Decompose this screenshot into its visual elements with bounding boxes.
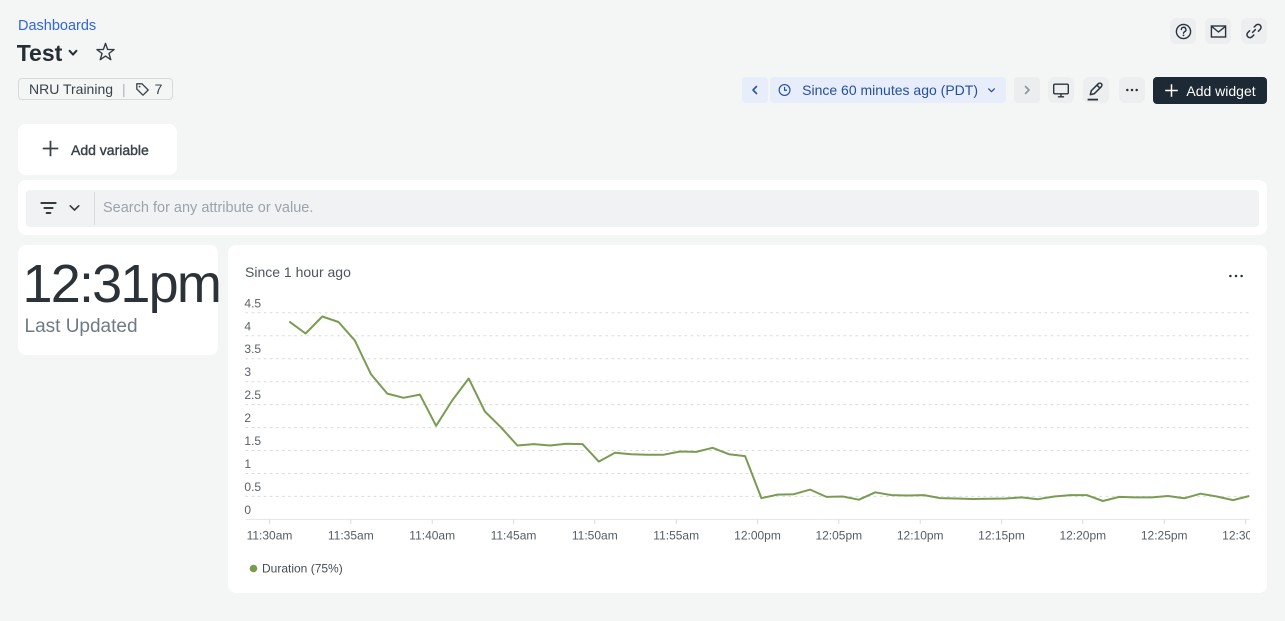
svg-text:Duration (75%): Duration (75%) <box>262 562 343 576</box>
svg-text:11:40am: 11:40am <box>409 529 455 543</box>
svg-text:2: 2 <box>244 411 251 425</box>
svg-text:12:05pm: 12:05pm <box>815 529 862 543</box>
svg-text:3: 3 <box>244 365 251 379</box>
svg-text:12:25pm: 12:25pm <box>1141 529 1188 543</box>
svg-text:0.5: 0.5 <box>244 480 261 494</box>
svg-text:1: 1 <box>244 457 251 471</box>
svg-text:11:35am: 11:35am <box>328 529 374 543</box>
svg-text:12:30pm: 12:30pm <box>1222 529 1250 543</box>
svg-text:2.5: 2.5 <box>244 388 261 402</box>
svg-text:4: 4 <box>244 319 251 333</box>
svg-text:4.5: 4.5 <box>244 296 261 310</box>
svg-text:11:50am: 11:50am <box>572 529 618 543</box>
svg-text:12:00pm: 12:00pm <box>734 529 781 543</box>
svg-text:12:20pm: 12:20pm <box>1059 529 1106 543</box>
svg-text:12:15pm: 12:15pm <box>978 529 1025 543</box>
svg-text:12:10pm: 12:10pm <box>897 529 944 543</box>
svg-text:11:30am: 11:30am <box>247 529 293 543</box>
svg-text:1.5: 1.5 <box>244 434 261 448</box>
svg-text:11:55am: 11:55am <box>653 529 699 543</box>
svg-text:3.5: 3.5 <box>244 342 261 356</box>
svg-text:0: 0 <box>244 503 251 517</box>
svg-text:11:45am: 11:45am <box>491 529 537 543</box>
